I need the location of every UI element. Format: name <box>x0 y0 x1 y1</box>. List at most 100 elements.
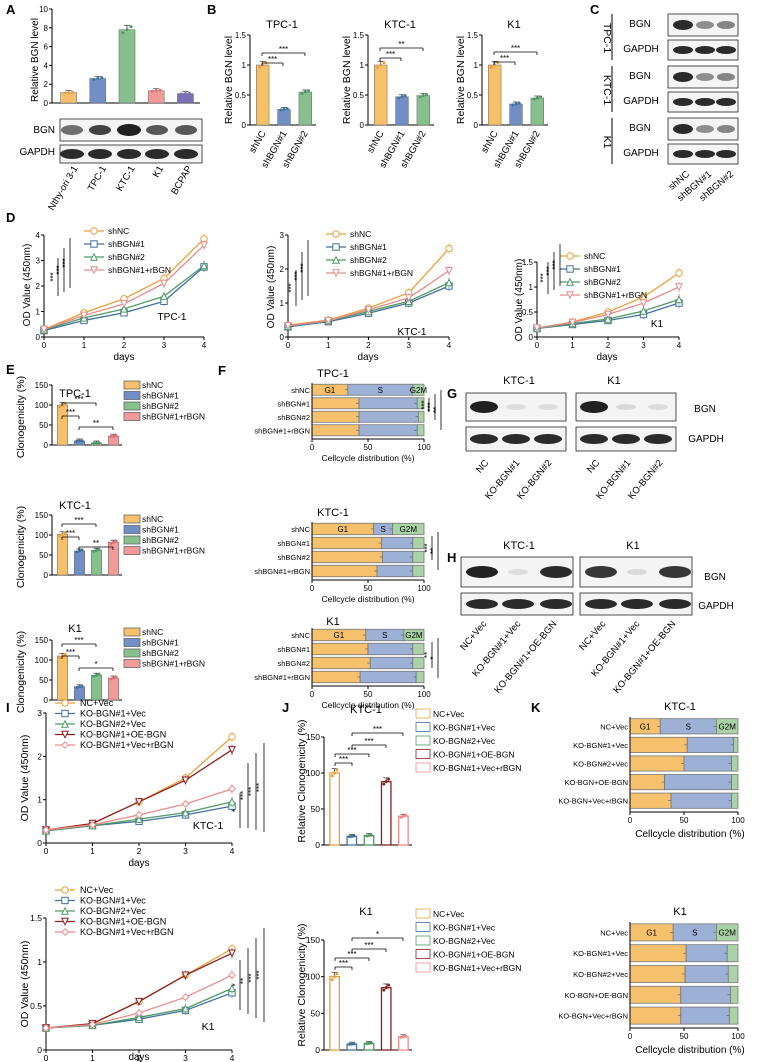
stacked-segment <box>311 424 360 437</box>
legend-swatch <box>123 648 141 658</box>
legend-swatch <box>123 638 141 647</box>
blot-band <box>502 599 534 609</box>
blot-label: GAPDH <box>698 601 734 612</box>
bar <box>380 780 392 846</box>
y-tick-label: 3 <box>280 231 285 240</box>
significance-stars: *** <box>74 636 83 645</box>
category-label: KO-BGN+OE-BGN <box>564 778 628 787</box>
y-tick-label: 0.5 <box>467 91 479 100</box>
data-point <box>335 768 339 772</box>
stacked-segment <box>311 656 371 670</box>
data-point <box>158 88 162 92</box>
x-category-label: NC+Vec <box>458 619 489 653</box>
data-point <box>97 547 101 551</box>
subplot-label: KTC-1 <box>398 327 427 338</box>
significance-stars: ** <box>432 407 441 413</box>
legend-label: shBGN#1 <box>142 525 179 535</box>
y-tick-label: 1.5 <box>30 913 42 923</box>
y-tick-label: 2 <box>280 265 285 274</box>
x-tick-label: 4 <box>230 846 235 856</box>
legend-marker <box>332 243 340 251</box>
x-tick-label: 100 <box>731 1032 745 1041</box>
category-label: shBGN#2 <box>277 413 310 422</box>
series-line <box>287 270 450 327</box>
x-tick-label: 3 <box>183 1053 188 1062</box>
data-point <box>92 78 96 82</box>
significance-stars: ** <box>239 978 248 984</box>
y-tick-label: 0 <box>44 441 49 450</box>
category-label: shBGN#1 <box>277 399 310 408</box>
subplot-title: KTC-1 <box>317 507 349 519</box>
data-point <box>228 733 236 741</box>
blot-band <box>466 599 498 609</box>
western-blot <box>59 144 203 164</box>
subplot-title: KTC-1 <box>503 540 535 552</box>
legend-marker <box>61 896 69 905</box>
significance-stars: *** <box>279 45 288 54</box>
stacked-segment <box>683 755 732 772</box>
blot-band <box>673 72 693 82</box>
subplot-title: KTC-1 <box>503 375 535 387</box>
y-tick-label: 0 <box>44 99 49 108</box>
legend-swatch <box>415 735 431 746</box>
legend-label: shBGN#2 <box>142 401 179 411</box>
significance-stars: *** <box>247 973 256 982</box>
legend-label: shBGN#1+rBGN <box>584 290 647 300</box>
category-label: KO-BGN#1+Vec <box>573 949 628 958</box>
legend-label: shBGN#1 <box>142 638 179 648</box>
stacked-segment <box>629 944 687 963</box>
legend-swatch <box>123 412 141 421</box>
western-blot <box>667 65 739 89</box>
blot-band <box>716 46 736 54</box>
stacked-segment <box>311 410 360 423</box>
data-point <box>379 63 383 67</box>
stacked-segment <box>629 774 665 791</box>
significance-stars: *** <box>364 737 373 746</box>
data-point <box>75 685 79 689</box>
stacked-segment <box>311 397 360 410</box>
category-label: KO-BGN#1+Vec <box>573 741 628 750</box>
bar <box>90 549 103 576</box>
bar <box>298 91 312 126</box>
stacked-segment <box>403 628 425 642</box>
blot-band <box>580 401 608 413</box>
data-point <box>489 65 493 69</box>
panel-label-g: G <box>447 386 457 401</box>
legend-label: shNC <box>584 251 605 261</box>
blot-band <box>673 98 693 106</box>
y-tick-label: 0.5 <box>522 308 534 317</box>
blot-band <box>644 434 672 444</box>
subplot-title: K1 <box>626 540 639 552</box>
legend-swatch <box>123 535 141 545</box>
data-point <box>401 814 405 818</box>
significance-stars: *** <box>66 648 75 657</box>
data-point <box>382 782 386 786</box>
y-tick-label: 50 <box>39 551 48 560</box>
bar <box>56 533 69 576</box>
significance-stars: *** <box>347 746 356 755</box>
significance-stars: *** <box>299 263 308 272</box>
data-point <box>367 834 371 838</box>
legend-marker <box>60 906 70 915</box>
bar <box>374 64 388 126</box>
phase-label: S <box>686 722 691 731</box>
data-point <box>97 441 101 445</box>
legend-label: NC+Vec <box>80 885 114 895</box>
data-point <box>444 278 454 287</box>
subplot-label: KTC-1 <box>193 820 223 832</box>
blot-band <box>696 21 714 29</box>
legend-swatch <box>123 546 141 555</box>
significance-stars: *** <box>339 755 348 764</box>
blot-band <box>470 401 498 413</box>
data-point <box>365 1042 369 1046</box>
data-point <box>88 1020 97 1029</box>
blot-band <box>540 566 572 578</box>
blot-band <box>616 404 636 410</box>
y-tick-label: 0 <box>37 838 42 848</box>
data-point <box>61 532 64 536</box>
blot-band <box>146 125 168 135</box>
legend-swatch <box>123 627 141 637</box>
x-tick-label: 3 <box>162 341 167 350</box>
data-point <box>369 833 373 837</box>
y-axis-title: OD Value (450nm) <box>514 259 525 342</box>
